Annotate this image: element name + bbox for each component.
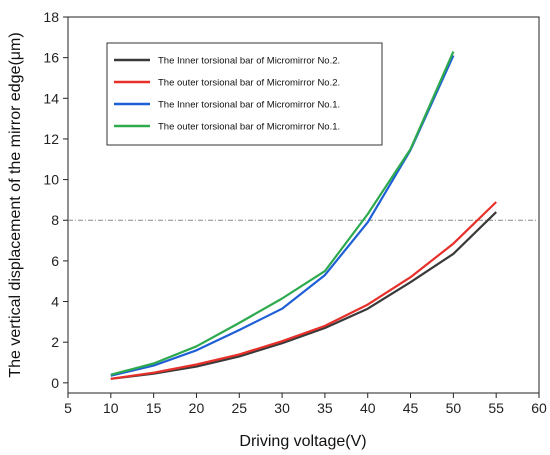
- legend-label-1: The Inner torsional bar of Micromirror N…: [158, 56, 340, 67]
- y-axis-title: The vertical displacement of the mirror …: [7, 32, 24, 377]
- legend-label-2: The outer torsional bar of Micromirror N…: [158, 78, 340, 89]
- y-tick-label: 8: [51, 212, 59, 228]
- x-tick-label: 50: [446, 400, 462, 416]
- series-line-1: [110, 211, 497, 380]
- x-axis-title: Driving voltage(V): [239, 433, 366, 450]
- x-tick-label: 10: [103, 400, 119, 416]
- series-layer: [110, 51, 497, 380]
- series-line-2: [110, 201, 497, 380]
- x-tick-label: 60: [531, 400, 547, 416]
- x-tick-label: 35: [317, 400, 333, 416]
- x-ticks: 5 10 15 20 25 30 35 40 45 50 55 60: [64, 393, 547, 416]
- y-ticks: 0 2 4 6 8 10 12 14 16 18: [43, 9, 68, 391]
- x-tick-label: 30: [274, 400, 290, 416]
- y-tick-label: 2: [51, 334, 59, 350]
- y-tick-label: 16: [43, 50, 59, 66]
- x-tick-label: 55: [488, 400, 504, 416]
- x-tick-label: 25: [231, 400, 247, 416]
- x-tick-label: 45: [403, 400, 419, 416]
- legend-box: [106, 42, 383, 146]
- y-tick-label: 6: [51, 253, 59, 269]
- plot-frame: [67, 16, 540, 394]
- y-tick-label: 14: [43, 90, 59, 106]
- legend: The Inner torsional bar of Micromirror N…: [106, 42, 383, 146]
- y-tick-label: 10: [43, 172, 59, 188]
- x-tick-label: 40: [360, 400, 376, 416]
- y-tick-label: 4: [51, 294, 59, 310]
- series-line-3: [110, 55, 455, 377]
- legend-label-4: The outer torsional bar of Micromirror N…: [158, 122, 340, 133]
- x-tick-label: 20: [189, 400, 205, 416]
- legend-label-3: The Inner torsional bar of Micromirror N…: [158, 100, 340, 111]
- y-tick-label: 0: [51, 375, 59, 391]
- x-tick-label: 15: [146, 400, 162, 416]
- y-tick-label: 12: [43, 131, 59, 147]
- x-tick-label: 5: [64, 400, 72, 416]
- series-line-4: [110, 51, 455, 376]
- y-tick-label: 18: [43, 9, 59, 25]
